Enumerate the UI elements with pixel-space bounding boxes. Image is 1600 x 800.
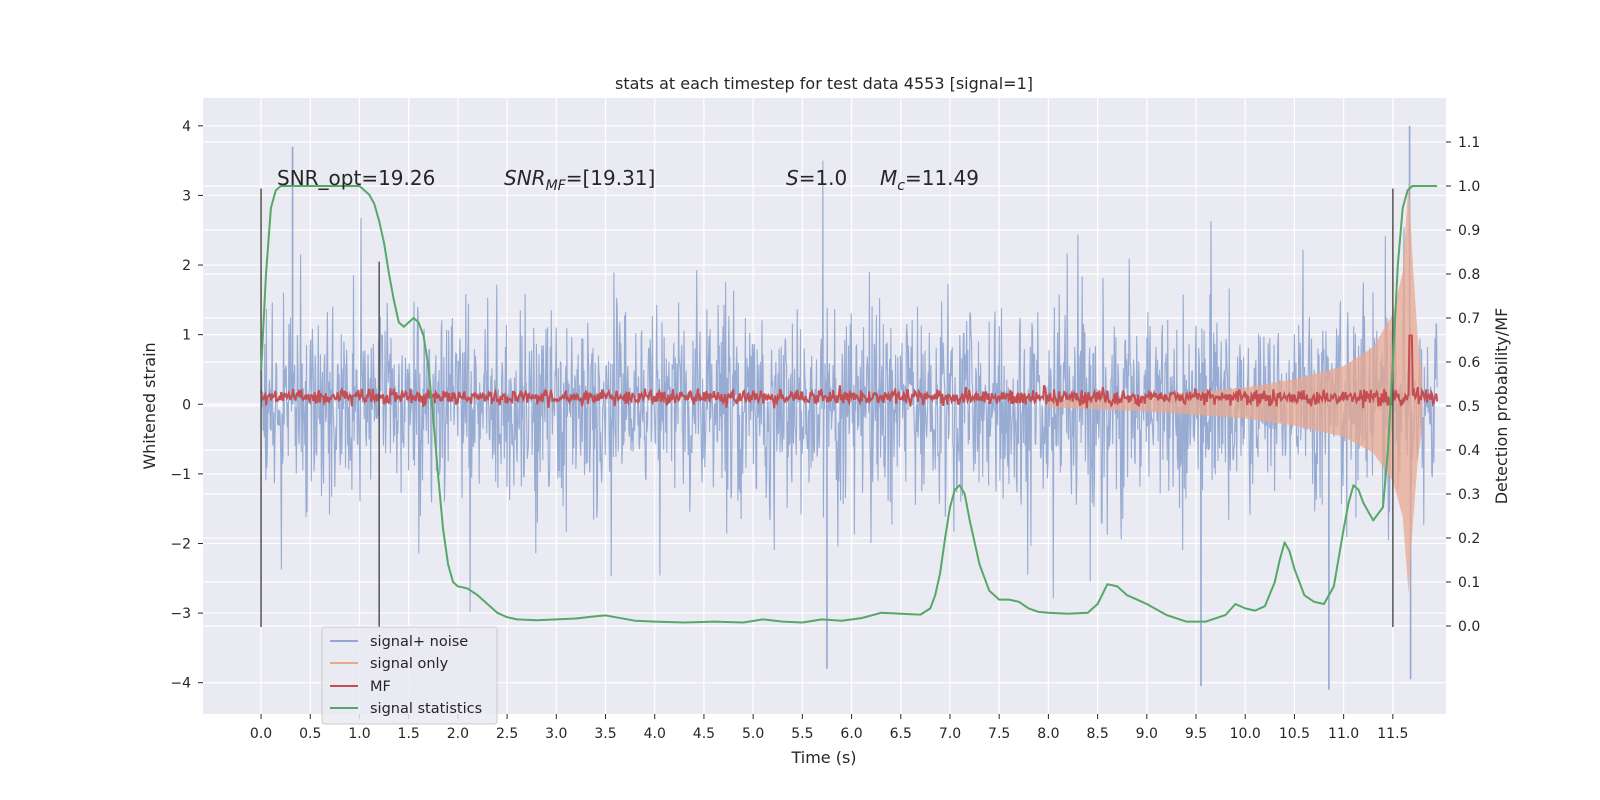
x-tick-label: 5.5 — [791, 726, 813, 742]
y2-tick-label: 0.0 — [1458, 619, 1480, 635]
vertical-markers — [260, 188, 1394, 627]
series-mf — [260, 334, 1439, 409]
signal-plus-noise-line — [260, 160, 1438, 612]
y2-tick-label: 0.2 — [1458, 531, 1480, 547]
x-tick-label: 4.5 — [693, 726, 715, 742]
y-tick-label: −4 — [170, 676, 191, 692]
x-tick-label: 8.0 — [1037, 726, 1059, 742]
snr-mf-value: =[19.31] — [566, 166, 656, 190]
y-tick-label: 3 — [182, 188, 191, 204]
legend-label-signal-statistics: signal statistics — [370, 701, 482, 717]
x-tick-label: 8.5 — [1086, 726, 1108, 742]
x-tick-label: 10.0 — [1230, 726, 1261, 742]
x-tick-label: 4.0 — [644, 726, 666, 742]
y-tick-label: 2 — [182, 258, 191, 274]
mc-label: M — [880, 166, 897, 190]
annotation-snr-opt: SNR_opt=19.26 — [277, 166, 435, 190]
y-tick-label: −1 — [170, 467, 191, 483]
y-axis-title: Whitened strain — [140, 342, 159, 469]
y2-tick-label: 0.3 — [1458, 487, 1480, 503]
s-label: S — [786, 166, 799, 190]
x-tick-label: 7.5 — [988, 726, 1010, 742]
x-tick-label: 1.0 — [348, 726, 370, 742]
signal-statistics-line — [260, 185, 1438, 624]
mf-line — [260, 334, 1439, 409]
annotation-s: S=1.0 — [786, 166, 847, 190]
series-signal-only — [1048, 181, 1423, 594]
x-axis-ticks: 0.0 0.5 1.0 1.5 2.0 2.5 3.0 3.5 4.0 4.5 5.0 5.5 6.0 6… — [250, 714, 1408, 742]
x-tick-label: 11.0 — [1328, 726, 1359, 742]
annotation-row: SNR_opt=19.26 SNRMF=[19.31] S=1.0 Mc=11.… — [277, 166, 979, 194]
y2-axis-title: Detection probability/MF — [1492, 308, 1511, 505]
legend-label-signal-only: signal only — [370, 656, 449, 672]
x-tick-label: 6.5 — [890, 726, 912, 742]
x-tick-label: 7.0 — [939, 726, 961, 742]
y2-tick-label: 0.9 — [1458, 223, 1480, 239]
y-tick-label: 1 — [182, 328, 191, 344]
y-axis-ticks: 4 3 2 1 0 −1 −2 −3 −4 — [170, 119, 203, 692]
signal-only-envelope — [1048, 181, 1423, 594]
y-tick-label: −3 — [170, 606, 191, 622]
x-tick-label: 0.0 — [250, 726, 272, 742]
chart-title: stats at each timestep for test data 455… — [615, 74, 1033, 93]
snr-mf-subscript: MF — [546, 178, 567, 194]
s-value: =1.0 — [799, 166, 848, 190]
y-tick-label: 4 — [182, 119, 191, 135]
mc-value: =11.49 — [905, 166, 979, 190]
x-tick-label: 2.5 — [496, 726, 518, 742]
y2-tick-label: 1.0 — [1458, 179, 1480, 195]
x-tick-label: 9.0 — [1136, 726, 1158, 742]
y-tick-label: 0 — [182, 397, 191, 413]
x-axis-title: Time (s) — [790, 748, 856, 767]
snr-mf-label: SNR — [504, 166, 546, 190]
y2-tick-label: 1.1 — [1458, 135, 1480, 151]
x-tick-label: 2.0 — [447, 726, 469, 742]
x-tick-label: 11.5 — [1377, 726, 1408, 742]
series-signal-statistics — [260, 185, 1438, 624]
y2-tick-label: 0.6 — [1458, 355, 1480, 371]
y2-tick-label: 0.4 — [1458, 443, 1480, 459]
legend-label-signal-plus-noise: signal+ noise — [370, 634, 468, 650]
x-tick-label: 6.0 — [840, 726, 862, 742]
y2-tick-label: 0.1 — [1458, 575, 1480, 591]
y-tick-label: −2 — [170, 536, 191, 552]
annotation-mc: Mc=11.49 — [880, 166, 979, 194]
legend: signal+ noise signal only MF signal stat… — [321, 626, 498, 725]
x-tick-label: 3.5 — [594, 726, 616, 742]
legend-label-mf: MF — [370, 679, 391, 695]
annotation-snr-mf: SNRMF=[19.31] — [504, 166, 655, 194]
y2-axis-ticks: 1.1 1.0 0.9 0.8 0.7 0.6 0.5 0.4 0.3 0.2 0.1 0.0 — [1446, 135, 1480, 635]
y2-tick-label: 0.7 — [1458, 311, 1480, 327]
x-tick-label: 3.0 — [545, 726, 567, 742]
legend-frame — [321, 626, 498, 725]
x-tick-label: 0.5 — [299, 726, 321, 742]
y2-tick-label: 0.8 — [1458, 267, 1480, 283]
x-tick-label: 10.5 — [1279, 726, 1310, 742]
mc-subscript: c — [897, 178, 905, 194]
x-tick-label: 1.5 — [398, 726, 420, 742]
y2-tick-label: 0.5 — [1458, 399, 1480, 415]
x-tick-label: 9.5 — [1185, 726, 1207, 742]
x-tick-label: 5.0 — [742, 726, 764, 742]
